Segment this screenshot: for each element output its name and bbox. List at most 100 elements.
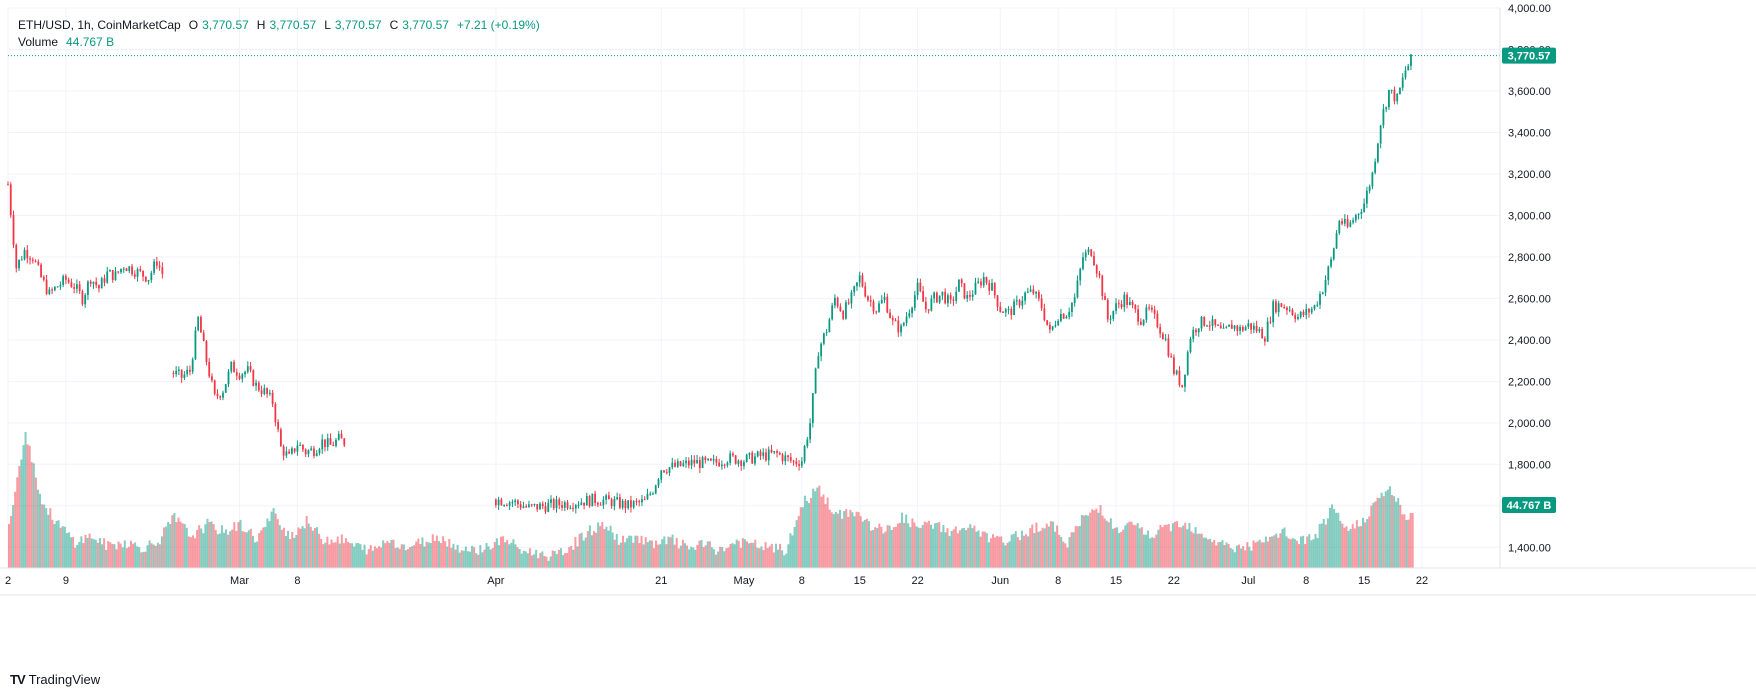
volume-bar bbox=[514, 544, 517, 568]
candle-body bbox=[1343, 218, 1346, 224]
volume-bar bbox=[845, 509, 848, 568]
candle-body bbox=[139, 269, 142, 271]
candle-body bbox=[602, 499, 605, 506]
candle-body bbox=[839, 306, 842, 312]
volume-bar bbox=[750, 542, 753, 568]
volume-bar bbox=[1124, 525, 1127, 568]
price-axis[interactable]: 4,000.003,800.003,600.003,400.003,200.00… bbox=[1499, 3, 1551, 568]
volume-bar bbox=[582, 540, 585, 568]
candle-body bbox=[12, 215, 15, 245]
volume-bar bbox=[1175, 521, 1178, 568]
volume-bar bbox=[483, 549, 486, 568]
volume-bar bbox=[212, 524, 215, 568]
volume-bar bbox=[332, 542, 335, 568]
tradingview-brand[interactable]: TV TradingView bbox=[10, 672, 100, 687]
candle-body bbox=[1018, 300, 1021, 306]
candle-body bbox=[1208, 325, 1211, 327]
candle-body bbox=[963, 283, 966, 299]
volume-bar bbox=[177, 517, 180, 568]
volume-bar bbox=[791, 535, 794, 568]
volume-bar bbox=[365, 554, 368, 568]
candle-body bbox=[665, 472, 668, 474]
candle-body bbox=[550, 499, 552, 503]
candle-body bbox=[1349, 222, 1352, 227]
volume-bar bbox=[1103, 518, 1106, 568]
volume-bar bbox=[460, 550, 463, 568]
candle-body bbox=[905, 316, 908, 324]
candle-body bbox=[1065, 316, 1068, 319]
candle-body bbox=[627, 500, 630, 509]
candle-body bbox=[1002, 311, 1004, 313]
volume-bar bbox=[770, 543, 773, 568]
volume-bar bbox=[1159, 524, 1162, 568]
volume-label[interactable]: Volume bbox=[18, 35, 59, 49]
volume-bar bbox=[299, 528, 302, 568]
volume-bar bbox=[1020, 530, 1023, 568]
candle-body bbox=[125, 268, 128, 272]
volume-bar bbox=[125, 548, 128, 568]
volume-bar bbox=[1254, 542, 1257, 568]
volume-bar bbox=[675, 537, 678, 568]
candle-body bbox=[67, 279, 70, 283]
volume-bar bbox=[1192, 533, 1195, 568]
volume-bar bbox=[1157, 529, 1160, 568]
volume-bar bbox=[1401, 514, 1404, 568]
volume-bar bbox=[743, 539, 746, 568]
time-axis[interactable]: 2 9 Mar 8 Apr 21 May 8 15 22 Jun 8 15 22 Jul 8 15 22 bbox=[0, 567, 1756, 596]
volume-bar bbox=[90, 538, 93, 568]
candle-body bbox=[756, 451, 759, 457]
volume-bar bbox=[378, 546, 381, 568]
volume-bar bbox=[138, 547, 141, 568]
volume-bar bbox=[733, 544, 736, 568]
volume-bar bbox=[280, 529, 283, 568]
candle-body bbox=[519, 504, 522, 508]
candle-body bbox=[266, 388, 268, 395]
volume-bar bbox=[1128, 521, 1131, 568]
candle-body bbox=[45, 279, 48, 294]
volume-bar bbox=[859, 516, 862, 568]
candle-body bbox=[194, 330, 197, 360]
candle-body bbox=[1399, 87, 1401, 94]
volume-bar bbox=[669, 537, 672, 568]
candle-body bbox=[1252, 325, 1255, 330]
candle-body bbox=[1026, 291, 1029, 293]
candle-body bbox=[591, 493, 594, 507]
volume-bar bbox=[1390, 494, 1393, 568]
volume-bar bbox=[880, 526, 883, 568]
volume-bar bbox=[129, 540, 132, 568]
volume-bar bbox=[94, 539, 97, 568]
candle-body bbox=[1319, 293, 1321, 305]
volume-bar bbox=[45, 508, 48, 568]
volume-series bbox=[8, 432, 1414, 568]
candle-body bbox=[613, 499, 616, 507]
symbol-title[interactable]: ETH/USD, 1h, CoinMarketCap bbox=[18, 18, 181, 32]
volume-bar bbox=[1027, 536, 1030, 568]
candle-body bbox=[62, 276, 65, 285]
volume-bar bbox=[1347, 530, 1350, 568]
candle-body bbox=[594, 493, 596, 503]
time-tick-label: 8 bbox=[799, 575, 805, 587]
volume-bar bbox=[1080, 515, 1083, 568]
candle-body bbox=[202, 332, 205, 342]
volume-bar bbox=[969, 524, 972, 568]
volume-bar bbox=[615, 534, 618, 568]
price-tick-label: 4,000.00 bbox=[1508, 3, 1551, 15]
volume-bar bbox=[1316, 537, 1319, 568]
volume-bar bbox=[1072, 532, 1075, 568]
time-tick-label: 8 bbox=[1055, 575, 1061, 587]
volume-bar bbox=[936, 522, 939, 568]
volume-bar bbox=[634, 535, 637, 568]
volume-bar bbox=[832, 514, 835, 568]
candle-body bbox=[831, 305, 834, 320]
candle-body bbox=[183, 374, 186, 378]
volume-bar bbox=[1136, 523, 1139, 568]
volume-bar bbox=[828, 509, 831, 568]
volume-bar bbox=[359, 544, 362, 568]
volume-bar bbox=[187, 536, 190, 568]
volume-bar bbox=[721, 547, 724, 568]
volume-bar bbox=[406, 549, 409, 568]
volume-bar bbox=[679, 545, 682, 568]
candle-body bbox=[155, 261, 158, 266]
candle-body bbox=[304, 449, 307, 455]
